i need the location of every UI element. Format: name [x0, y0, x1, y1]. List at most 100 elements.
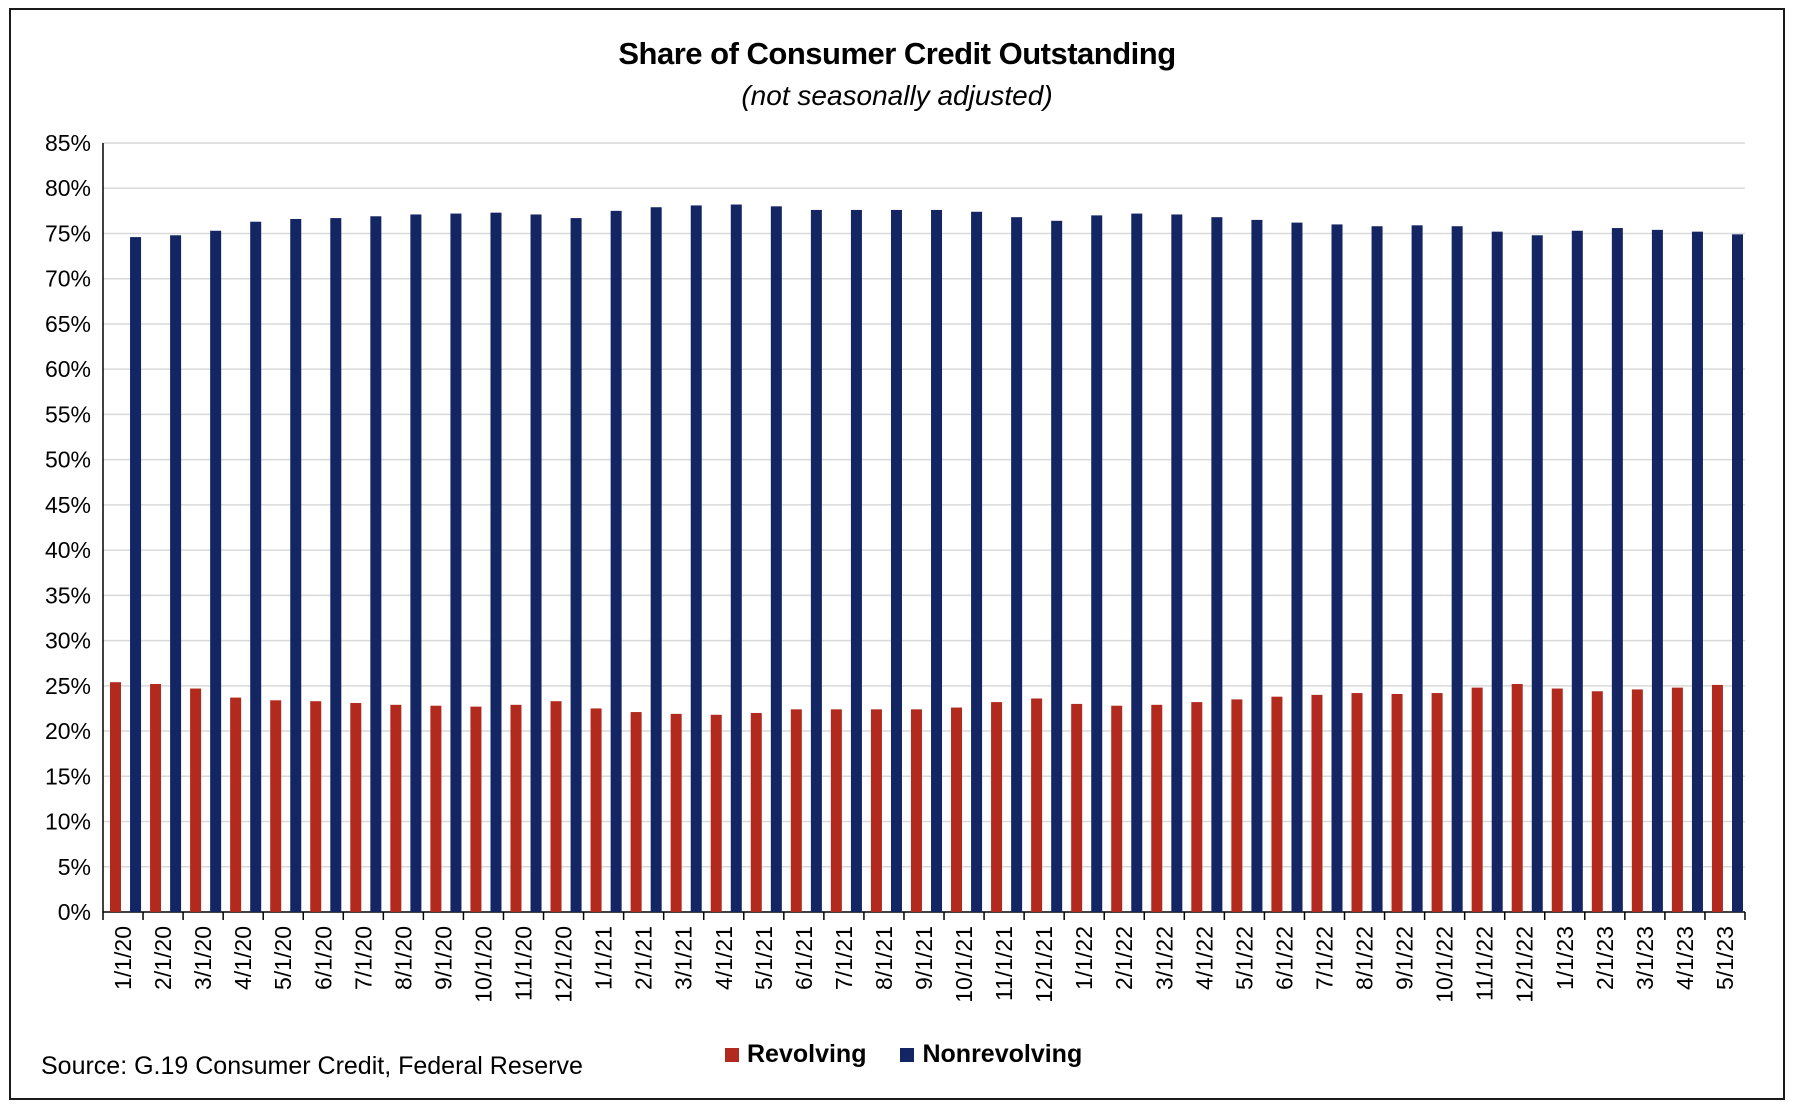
bar-revolving — [1591, 691, 1603, 912]
bar-revolving — [270, 700, 282, 912]
bar-nonrevolving — [1651, 229, 1663, 913]
x-tick-label: 9/1/21 — [911, 926, 937, 990]
x-tick-label: 2/1/20 — [150, 926, 176, 990]
x-tick-label: 8/1/22 — [1352, 926, 1378, 990]
bar-nonrevolving — [1571, 230, 1583, 912]
x-tick-label: 3/1/22 — [1151, 926, 1177, 990]
bar-revolving — [1711, 684, 1723, 912]
x-tick-label: 3/1/23 — [1632, 926, 1658, 990]
x-tick-label: 5/1/23 — [1712, 926, 1738, 990]
y-tick-label: 70% — [45, 266, 91, 292]
bar-nonrevolving — [810, 209, 822, 912]
x-tick-label: 12/1/20 — [551, 926, 577, 1003]
bar-revolving — [510, 704, 522, 912]
legend-swatch-revolving — [725, 1047, 739, 1062]
x-tick-label: 5/1/21 — [751, 926, 777, 990]
x-tick-label: 3/1/20 — [190, 926, 216, 990]
bar-revolving — [1231, 699, 1243, 912]
bar-nonrevolving — [1091, 215, 1103, 912]
bar-revolving — [1311, 694, 1323, 912]
bar-revolving — [1271, 696, 1283, 912]
y-tick-label: 65% — [45, 311, 91, 337]
bar-nonrevolving — [610, 210, 622, 913]
y-tick-label: 50% — [45, 447, 91, 473]
bar-nonrevolving — [1011, 217, 1023, 912]
x-tick-label: 7/1/22 — [1311, 926, 1337, 990]
bar-nonrevolving — [570, 218, 582, 913]
x-tick-label: 10/1/22 — [1432, 926, 1458, 1003]
bar-revolving — [1111, 705, 1123, 912]
bar-revolving — [470, 706, 482, 912]
y-tick-label: 75% — [45, 220, 91, 246]
y-tick-label: 30% — [45, 628, 91, 654]
bar-revolving — [951, 707, 963, 912]
bar-revolving — [1431, 693, 1443, 912]
x-tick-label: 8/1/20 — [390, 926, 416, 990]
bar-revolving — [1471, 687, 1483, 912]
bar-revolving — [710, 714, 722, 912]
y-tick-label: 55% — [45, 401, 91, 427]
bar-revolving — [110, 682, 121, 912]
y-tick-label: 0% — [58, 899, 91, 925]
y-tick-label: 60% — [45, 356, 91, 382]
bar-nonrevolving — [530, 214, 542, 912]
x-tick-label: 6/1/20 — [310, 926, 336, 990]
bar-revolving — [1191, 702, 1203, 912]
chart-legend: Revolving Nonrevolving — [725, 1040, 1116, 1069]
bar-nonrevolving — [1291, 222, 1303, 912]
bar-nonrevolving — [330, 218, 342, 913]
bar-nonrevolving — [730, 204, 742, 912]
x-tick-label: 6/1/22 — [1271, 926, 1297, 990]
y-tick-label: 85% — [45, 130, 91, 156]
bar-revolving — [1071, 703, 1083, 912]
y-tick-label: 15% — [45, 763, 91, 789]
bar-revolving — [190, 688, 202, 912]
x-tick-label: 4/1/20 — [230, 926, 256, 990]
y-tick-label: 80% — [45, 175, 91, 201]
bar-nonrevolving — [850, 209, 862, 912]
bar-nonrevolving — [1611, 228, 1623, 912]
bar-nonrevolving — [1451, 226, 1463, 913]
bar-nonrevolving — [971, 211, 983, 913]
bar-nonrevolving — [1051, 220, 1063, 913]
bar-nonrevolving — [1131, 213, 1143, 912]
y-tick-label: 45% — [45, 492, 91, 518]
chart-title: Share of Consumer Credit Outstanding — [618, 36, 1176, 71]
bar-nonrevolving — [650, 207, 662, 912]
x-tick-label: 10/1/21 — [951, 926, 977, 1003]
bar-revolving — [910, 709, 922, 912]
bar-nonrevolving — [130, 237, 142, 912]
bar-revolving — [870, 709, 882, 912]
bar-revolving — [750, 712, 762, 912]
x-tick-label: 2/1/22 — [1111, 926, 1137, 990]
x-tick-label: 12/1/21 — [1031, 926, 1057, 1003]
bar-chart-plot: 0% 5% 10% 15% 20% 25% 30% 35% 40% 45% 50% 55% 60% 65%… — [45, 130, 1746, 1003]
x-tick-label: 4/1/21 — [711, 926, 737, 990]
bar-revolving — [590, 708, 602, 912]
bar-revolving — [670, 713, 682, 912]
bar-nonrevolving — [450, 213, 462, 912]
bar-nonrevolving — [1411, 225, 1423, 912]
bar-nonrevolving — [490, 212, 502, 912]
x-tick-label: 8/1/21 — [871, 926, 897, 990]
y-tick-label: 5% — [58, 854, 91, 880]
x-tick-label: 7/1/20 — [350, 926, 376, 990]
x-tick-label: 2/1/21 — [631, 926, 657, 990]
legend-swatch-nonrevolving — [900, 1047, 915, 1062]
x-tick-label: 11/1/21 — [991, 926, 1017, 1001]
bar-revolving — [790, 709, 802, 912]
bar-nonrevolving — [1211, 217, 1223, 912]
bar-nonrevolving — [1691, 231, 1703, 912]
bar-revolving — [1391, 693, 1403, 912]
x-tick-label: 9/1/22 — [1392, 926, 1418, 990]
x-tick-label: 6/1/21 — [791, 926, 817, 990]
bar-revolving — [1671, 687, 1683, 912]
bar-nonrevolving — [290, 218, 302, 912]
bar-revolving — [310, 701, 322, 912]
bar-revolving — [1031, 698, 1043, 912]
bar-revolving — [1511, 684, 1523, 912]
bar-nonrevolving — [1171, 214, 1183, 912]
x-tick-label: 1/1/21 — [591, 926, 617, 990]
x-tick-label: 1/1/23 — [1552, 926, 1578, 990]
y-tick-label: 25% — [45, 673, 91, 699]
